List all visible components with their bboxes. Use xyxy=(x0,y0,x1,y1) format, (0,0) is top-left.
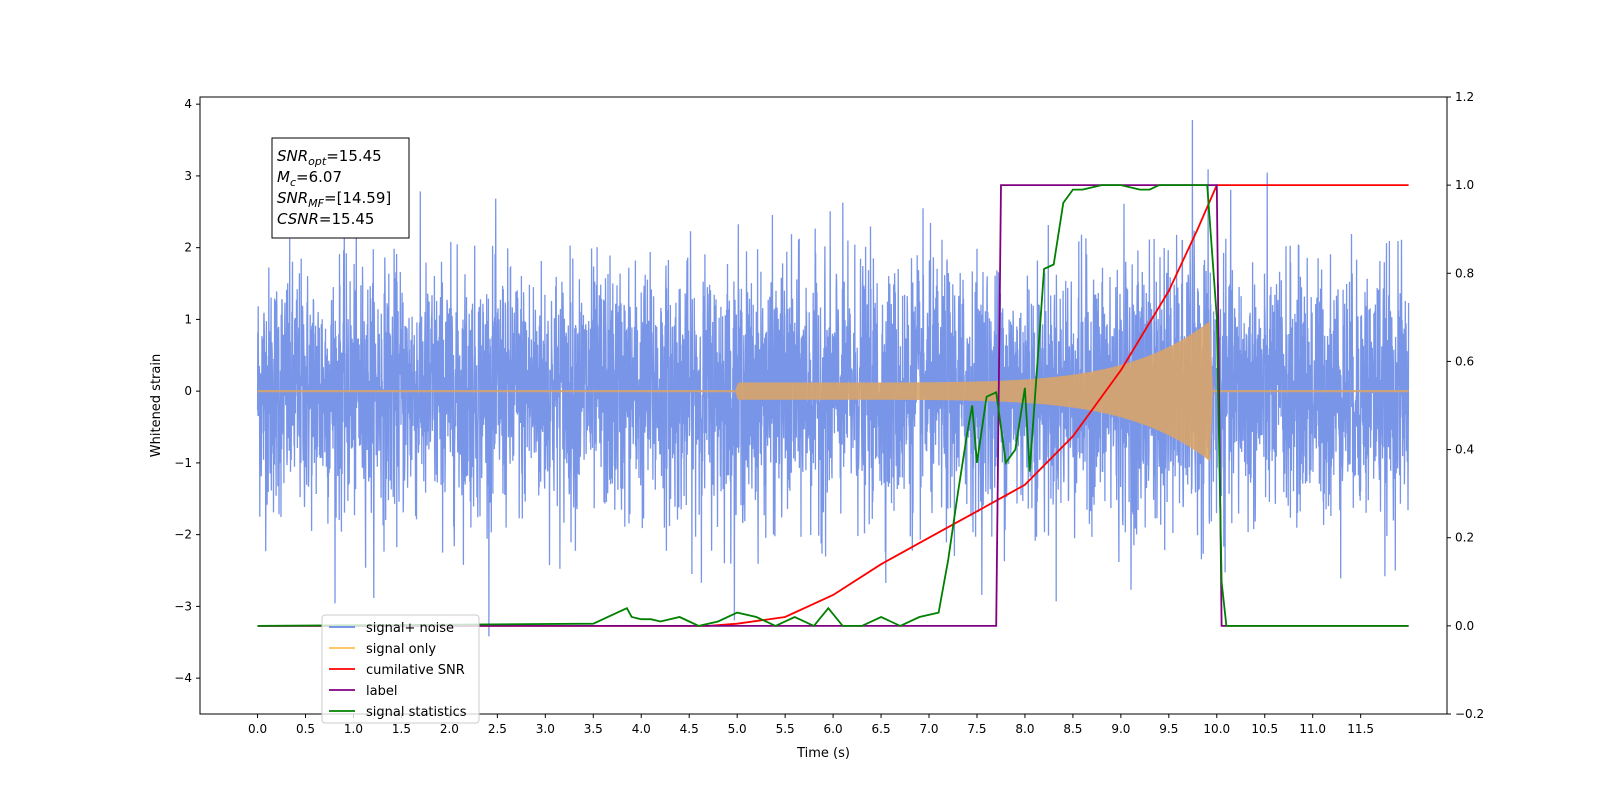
y-tick-label: 3 xyxy=(184,169,192,183)
legend-label: cumilative SNR xyxy=(366,663,465,678)
x-tick-label: 7.0 xyxy=(919,722,938,736)
y-axis-left: 4 3 2 1 0 −1 −2 −3 −4 xyxy=(174,97,200,685)
x-tick-label: 9.0 xyxy=(1111,722,1130,736)
x-tick-label: 10.0 xyxy=(1203,722,1230,736)
annotation-symbol: CSNR xyxy=(277,210,319,228)
y-tick-label: −2 xyxy=(174,528,192,542)
x-tick-label: 6.0 xyxy=(824,722,843,736)
series-cumulative-snr xyxy=(257,184,1409,627)
y2-tick-label: 0.2 xyxy=(1455,531,1474,545)
x-tick-label: 3.5 xyxy=(584,722,603,736)
y2-tick-label: 0.0 xyxy=(1455,619,1474,633)
x-tick-label: 4.5 xyxy=(680,722,699,736)
annotation-line: SNRopt=15.45 xyxy=(277,147,382,168)
legend-label: label xyxy=(366,684,397,699)
y2-tick-label: −0.2 xyxy=(1455,707,1484,721)
x-tick-label: 3.0 xyxy=(536,722,555,736)
x-axis-title: Time (s) xyxy=(796,746,850,761)
x-tick-label: 0.0 xyxy=(248,722,267,736)
legend-label: signal+ noise xyxy=(366,621,454,636)
y-tick-label: 2 xyxy=(184,241,192,255)
y2-tick-label: 0.6 xyxy=(1455,354,1474,368)
annotation-box: SNRopt=15.45Mc=6.07SNRMF=[14.59]CSNR=15.… xyxy=(271,137,410,239)
y-axis-right: 1.2 1.0 0.8 0.6 0.4 0.2 0.0 −0.2 xyxy=(1447,90,1484,721)
legend-frame xyxy=(321,614,480,724)
x-tick-label: 0.5 xyxy=(296,722,315,736)
x-tick-label: 7.5 xyxy=(967,722,986,736)
x-tick-label: 2.5 xyxy=(488,722,507,736)
annotation-subscript: c xyxy=(290,176,296,189)
y-tick-label: 0 xyxy=(184,384,192,398)
x-tick-label: 4.0 xyxy=(632,722,651,736)
x-axis: 0.0 0.5 1.0 1.5 2.0 2.5 3.0 3.5 4.0 4.5 5.0 5.5 6.0 6… xyxy=(248,714,1374,736)
y2-tick-label: 0.4 xyxy=(1455,443,1474,457)
x-tick-label: 5.0 xyxy=(728,722,747,736)
annotation-line: CSNR=15.45 xyxy=(277,210,374,228)
x-tick-label: 11.0 xyxy=(1299,722,1326,736)
y2-tick-label: 0.8 xyxy=(1455,266,1474,280)
series-signal-statistics xyxy=(257,184,1409,628)
legend-label: signal only xyxy=(366,642,436,657)
annotation-symbol: SNR xyxy=(277,147,308,165)
x-tick-label: 10.5 xyxy=(1251,722,1278,736)
x-tick-label: 2.0 xyxy=(440,722,459,736)
y2-tick-label: 1.2 xyxy=(1455,90,1474,104)
series-signal-only xyxy=(257,320,1409,462)
series-signal-noise xyxy=(256,119,1410,637)
y-tick-label: −1 xyxy=(174,456,192,470)
x-tick-label: 5.5 xyxy=(776,722,795,736)
annotation-subscript: MF xyxy=(308,197,324,210)
y-tick-label: −3 xyxy=(174,599,192,613)
annotation-symbol: SNR xyxy=(277,189,308,207)
x-tick-label: 1.5 xyxy=(392,722,411,736)
x-tick-label: 1.0 xyxy=(344,722,363,736)
x-tick-label: 9.5 xyxy=(1159,722,1178,736)
annotation-symbol: M xyxy=(277,168,290,186)
annotation-subscript: opt xyxy=(308,155,327,168)
x-tick-label: 8.0 xyxy=(1015,722,1034,736)
annotation-value: =6.07 xyxy=(296,168,342,186)
x-tick-label: 8.5 xyxy=(1063,722,1082,736)
annotation-box-frame xyxy=(271,137,410,239)
x-tick-label: 11.5 xyxy=(1347,722,1374,736)
y-axis-title: Whitened strain xyxy=(149,354,164,457)
annotation-value: =15.45 xyxy=(326,147,382,165)
y-tick-label: −4 xyxy=(174,671,192,685)
y-tick-label: 4 xyxy=(184,97,192,111)
x-tick-label: 6.5 xyxy=(872,722,891,736)
plot-frame xyxy=(199,96,1448,715)
series-layer xyxy=(256,119,1410,637)
annotation-line: SNRMF=[14.59] xyxy=(277,189,391,210)
y2-tick-label: 1.0 xyxy=(1455,178,1474,192)
annotation-value: =[14.59] xyxy=(324,189,391,207)
legend: signal+ noise signal only cumilative SNR la… xyxy=(321,614,480,724)
annotation-line: Mc=6.07 xyxy=(277,168,342,189)
y-tick-label: 1 xyxy=(184,312,192,326)
legend-label: signal statistics xyxy=(366,705,467,720)
annotation-value: =15.45 xyxy=(319,210,375,228)
